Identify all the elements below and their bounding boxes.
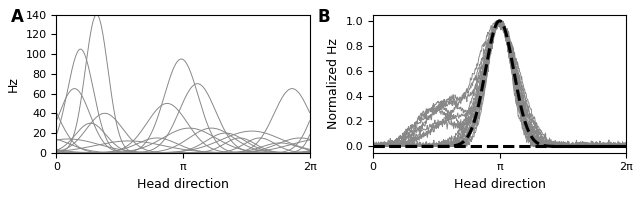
X-axis label: Head direction: Head direction — [454, 178, 545, 191]
Y-axis label: Hz: Hz — [7, 76, 20, 92]
Text: B: B — [317, 8, 330, 26]
Y-axis label: Normalized Hz: Normalized Hz — [327, 38, 340, 129]
Text: A: A — [11, 8, 24, 26]
X-axis label: Head direction: Head direction — [137, 178, 229, 191]
